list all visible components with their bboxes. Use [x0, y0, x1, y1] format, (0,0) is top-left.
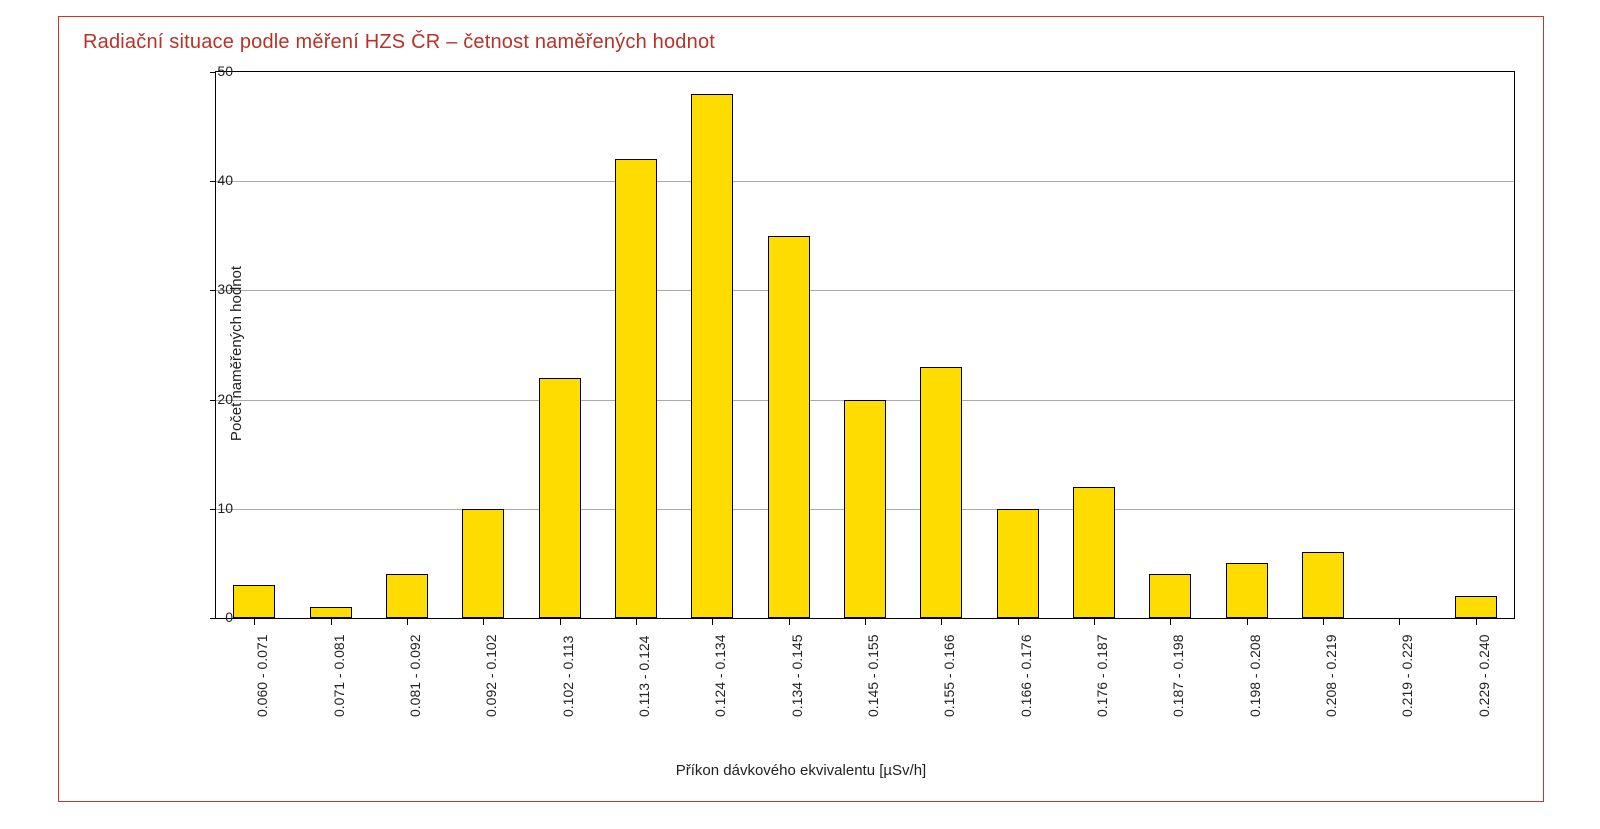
xtick-mark	[483, 619, 484, 625]
histogram-bar	[1149, 574, 1191, 618]
xtick-mark	[1094, 619, 1095, 625]
xtick-mark	[1247, 619, 1248, 625]
histogram-bar	[997, 509, 1039, 618]
xtick-mark	[1399, 619, 1400, 625]
xtick-label: 0.187 - 0.198	[1170, 637, 1186, 717]
histogram-bar	[768, 236, 810, 618]
xtick-label: 0.071 - 0.081	[331, 637, 347, 717]
xtick-label: 0.060 - 0.071	[254, 637, 270, 717]
histogram-bar	[1073, 487, 1115, 618]
histogram-bar	[920, 367, 962, 618]
histogram-bar	[539, 378, 581, 618]
histogram-bar	[1455, 596, 1497, 618]
xtick-label: 0.124 - 0.134	[712, 637, 728, 717]
ytick-label: 50	[193, 63, 233, 79]
xtick-mark	[1170, 619, 1171, 625]
ytick-label: 10	[193, 500, 233, 516]
xtick-label: 0.176 - 0.187	[1094, 637, 1110, 717]
xtick-mark	[254, 619, 255, 625]
xtick-mark	[1018, 619, 1019, 625]
xtick-label: 0.219 - 0.229	[1399, 637, 1415, 717]
histogram-bar	[1226, 563, 1268, 618]
ytick-label: 20	[193, 391, 233, 407]
chart-frame: Radiační situace podle měření HZS ČR – č…	[58, 16, 1544, 802]
xtick-mark	[941, 619, 942, 625]
xtick-label: 0.229 - 0.240	[1476, 637, 1492, 717]
histogram-bar	[310, 607, 352, 618]
histogram-bar	[691, 94, 733, 618]
xtick-mark	[712, 619, 713, 625]
bars-layer	[216, 72, 1514, 618]
histogram-bar	[386, 574, 428, 618]
xtick-label: 0.155 - 0.166	[941, 637, 957, 717]
xtick-label: 0.145 - 0.155	[865, 637, 881, 717]
xtick-label: 0.092 - 0.102	[483, 637, 499, 717]
xtick-label: 0.102 - 0.113	[560, 637, 576, 717]
xtick-mark	[560, 619, 561, 625]
histogram-bar	[1302, 552, 1344, 618]
xtick-label: 0.198 - 0.208	[1247, 637, 1263, 717]
ytick-label: 0	[193, 609, 233, 625]
xtick-label: 0.208 - 0.219	[1323, 637, 1339, 717]
xtick-mark	[1476, 619, 1477, 625]
xtick-mark	[865, 619, 866, 625]
histogram-bar	[844, 400, 886, 618]
xtick-mark	[789, 619, 790, 625]
xtick-label: 0.134 - 0.145	[789, 637, 805, 717]
xtick-label: 0.166 - 0.176	[1018, 637, 1034, 717]
ytick-label: 30	[193, 281, 233, 297]
chart-title: Radiační situace podle měření HZS ČR – č…	[83, 31, 715, 54]
histogram-bar	[462, 509, 504, 618]
ytick-label: 40	[193, 172, 233, 188]
xtick-label: 0.081 - 0.092	[407, 637, 423, 717]
xtick-mark	[1323, 619, 1324, 625]
histogram-bar	[615, 159, 657, 618]
xtick-mark	[407, 619, 408, 625]
xtick-label: 0.113 - 0.124	[636, 637, 652, 717]
xtick-mark	[636, 619, 637, 625]
histogram-bar	[233, 585, 275, 618]
xtick-mark	[331, 619, 332, 625]
x-axis-label: Příkon dávkového ekvivalentu [µSv/h]	[59, 762, 1543, 779]
